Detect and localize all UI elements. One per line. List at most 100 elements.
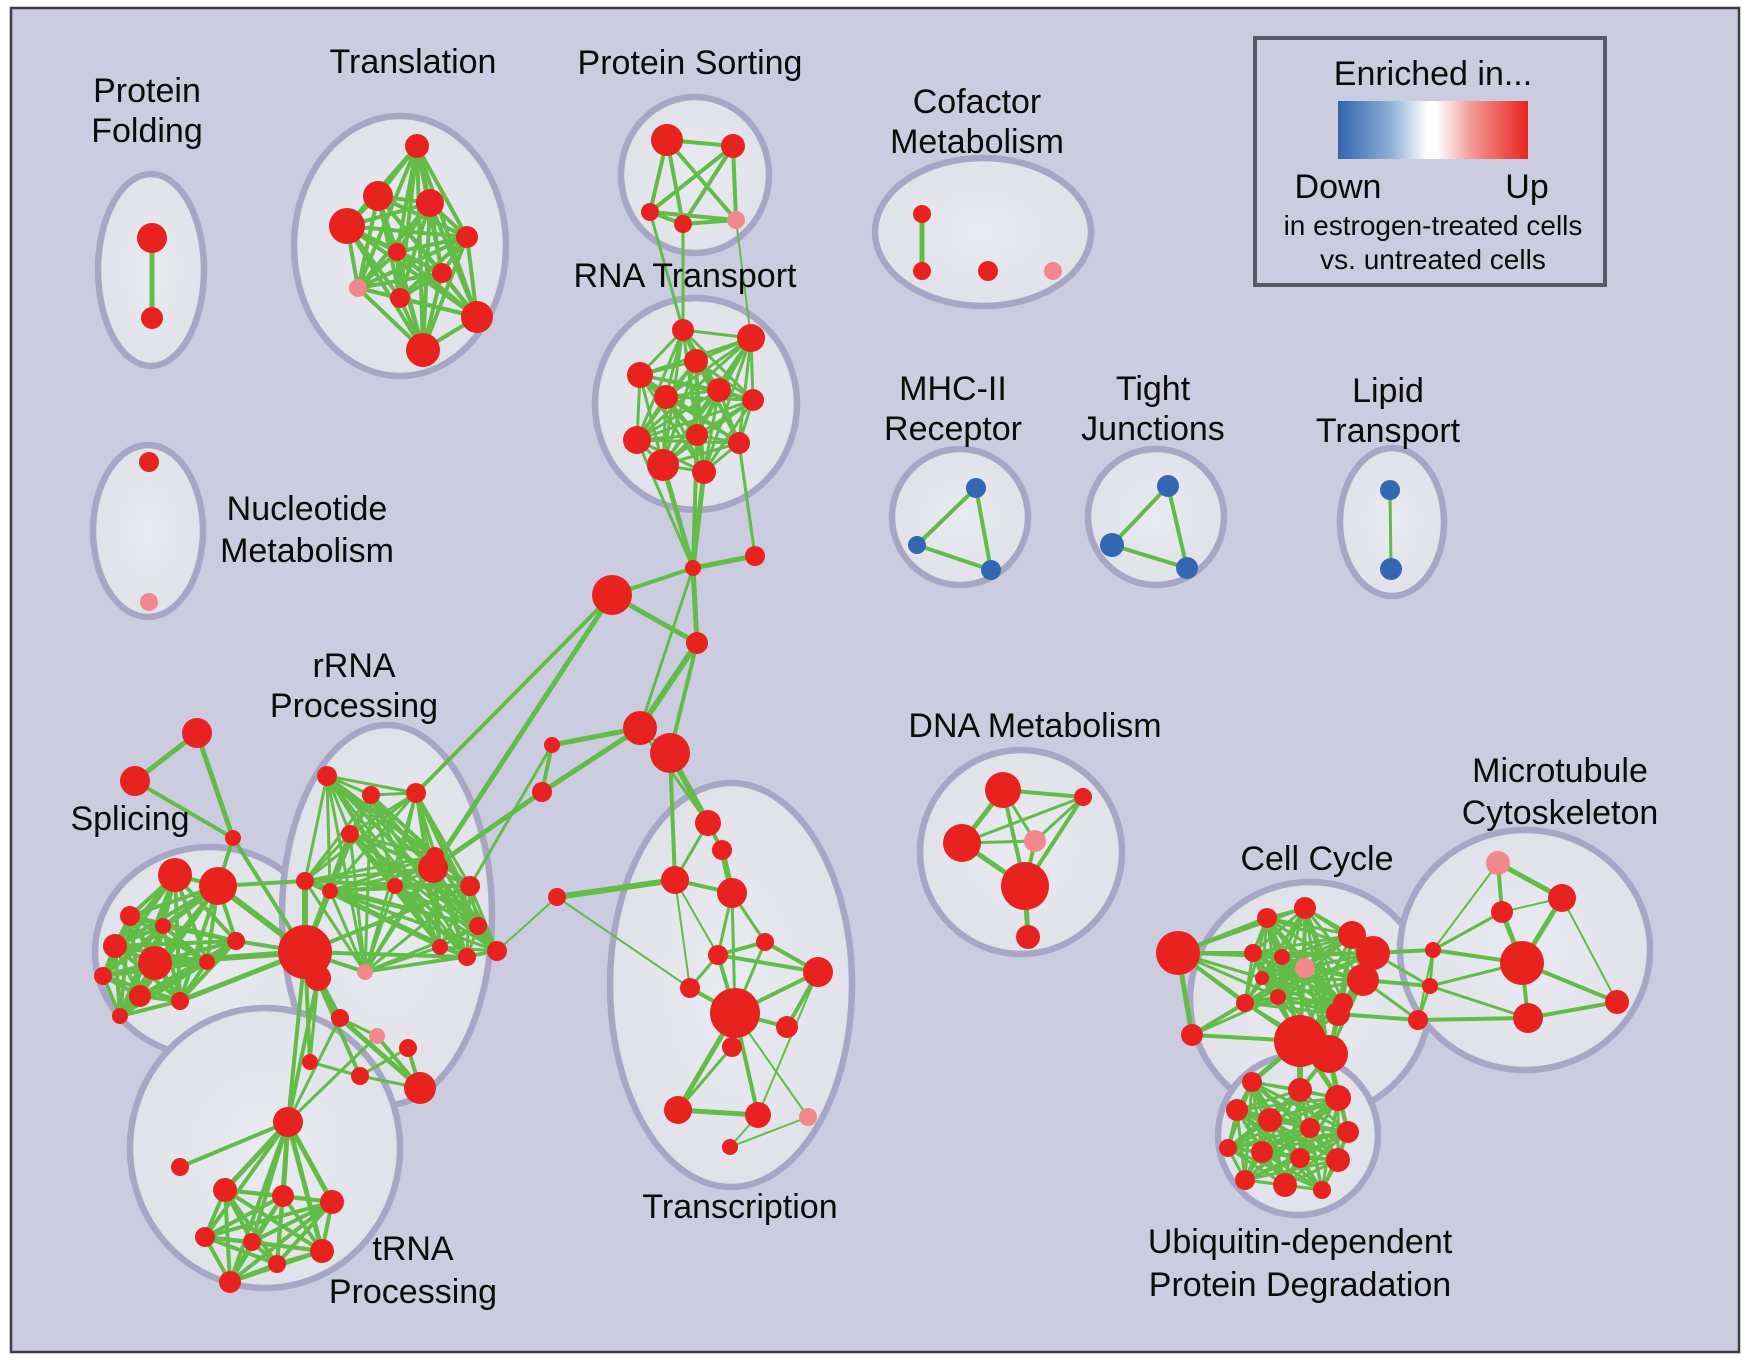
edge	[635, 438, 695, 570]
edge	[1243, 1001, 1340, 1016]
gene-set-node-red	[137, 223, 167, 253]
edge	[664, 395, 741, 445]
gene-set-node-red	[487, 941, 507, 961]
edge	[1176, 906, 1307, 955]
edge	[395, 235, 469, 254]
gene-set-node-red	[213, 1178, 237, 1202]
cluster-label-dna-metabolism: DNA Metabolism	[908, 707, 1161, 745]
cluster-label-protein-folding: Folding	[91, 112, 203, 150]
gene-set-node-red	[1235, 1170, 1255, 1190]
gene-set-node-red	[120, 906, 140, 926]
gene-set-node-red	[331, 1009, 349, 1027]
gene-set-node-red	[776, 1016, 798, 1038]
legend-subtitle-line1: in estrogen-treated cells	[1284, 210, 1583, 241]
edge	[674, 879, 691, 989]
gene-set-node-red	[387, 878, 403, 894]
cluster-label-nucleotide-metabolism: Nucleotide	[227, 490, 388, 528]
edge	[1260, 1130, 1350, 1154]
edge	[661, 398, 755, 467]
gene-set-node-red	[1294, 897, 1316, 919]
edge	[415, 144, 469, 239]
gene-set-node-red	[363, 181, 393, 211]
cluster-ellipse-lipid-transport	[1336, 444, 1448, 600]
gene-set-node-red	[712, 840, 732, 860]
edge	[363, 866, 435, 974]
gene-set-node-red	[94, 967, 112, 985]
gene-set-node-red	[1500, 941, 1544, 985]
gene-set-node-red	[1513, 1003, 1543, 1033]
edge	[1388, 488, 1393, 571]
gene-set-node-red	[1338, 921, 1366, 949]
cluster-ellipse-cofactor-metabolism	[871, 154, 1095, 310]
cluster-label-rna-transport: RNA Transport	[574, 257, 798, 295]
edge	[664, 395, 755, 402]
gene-set-node-red	[139, 452, 159, 472]
gene-set-node-blue	[966, 478, 986, 498]
gene-set-node-pink	[1295, 958, 1315, 978]
gene-set-node-red	[322, 883, 338, 899]
edge	[328, 866, 435, 893]
gene-set-node-red	[985, 772, 1021, 808]
gene-set-node-red	[913, 262, 931, 280]
gene-set-node-blue	[908, 536, 926, 554]
gene-set-node-red	[1347, 964, 1379, 996]
edge	[118, 999, 182, 1018]
edge	[716, 953, 820, 974]
gene-set-node-red	[1242, 1072, 1262, 1092]
cluster-label-cofactor-metabolism: Cofactor	[913, 83, 1042, 121]
gene-set-node-red	[1244, 944, 1262, 962]
edge	[648, 210, 738, 222]
gene-set-node-blue	[1176, 557, 1198, 579]
gene-set-node-red	[1251, 1141, 1273, 1163]
edge	[113, 939, 238, 948]
edge	[228, 1120, 290, 1284]
edge	[731, 144, 738, 222]
gene-set-node-blue	[1100, 533, 1124, 557]
gene-set-node-red	[182, 718, 212, 748]
gene-set-node-red	[717, 878, 747, 908]
gene-set-node-red	[647, 449, 679, 481]
gene-set-node-red	[388, 243, 406, 261]
gene-set-node-red	[416, 189, 444, 217]
gene-set-node-red	[1325, 1085, 1351, 1111]
gene-set-node-red	[745, 1102, 771, 1128]
gene-set-node-red	[1016, 925, 1040, 949]
gene-set-node-red	[390, 288, 410, 308]
edge	[648, 144, 735, 214]
gene-set-node-blue	[1380, 558, 1402, 580]
edge	[228, 1200, 334, 1284]
gene-set-node-red	[532, 782, 552, 802]
edge	[668, 751, 677, 882]
gene-set-node-red	[623, 711, 657, 745]
gene-set-node-red	[803, 957, 833, 987]
gene-set-node-red	[1255, 971, 1269, 985]
gene-set-node-red	[112, 1008, 128, 1024]
edge	[737, 336, 753, 445]
gene-set-node-red	[627, 362, 653, 388]
edge	[356, 144, 419, 290]
gene-set-node-red	[1273, 1173, 1297, 1197]
cluster-label-protein-sorting: Protein Sorting	[578, 44, 803, 82]
edge	[681, 144, 735, 226]
edge	[635, 328, 685, 442]
gene-set-node-red	[680, 978, 700, 998]
gene-set-node-pink	[727, 211, 745, 229]
edge	[194, 730, 236, 841]
edge	[737, 441, 757, 558]
gene-set-node-red	[913, 205, 931, 223]
gene-set-node-blue	[1157, 475, 1179, 497]
gene-set-node-red	[692, 460, 716, 484]
legend-gradient-bar	[1338, 101, 1528, 159]
edge	[358, 1046, 410, 1078]
gene-set-node-red	[171, 992, 189, 1010]
cluster-label-splicing: Splicing	[70, 800, 189, 838]
edge	[1243, 978, 1365, 1005]
gene-set-node-red	[199, 954, 215, 970]
gene-set-node-red	[273, 1107, 303, 1137]
gene-set-node-red	[399, 1039, 417, 1057]
edge	[637, 640, 700, 731]
edge	[638, 566, 695, 730]
edge	[1416, 1016, 1530, 1022]
